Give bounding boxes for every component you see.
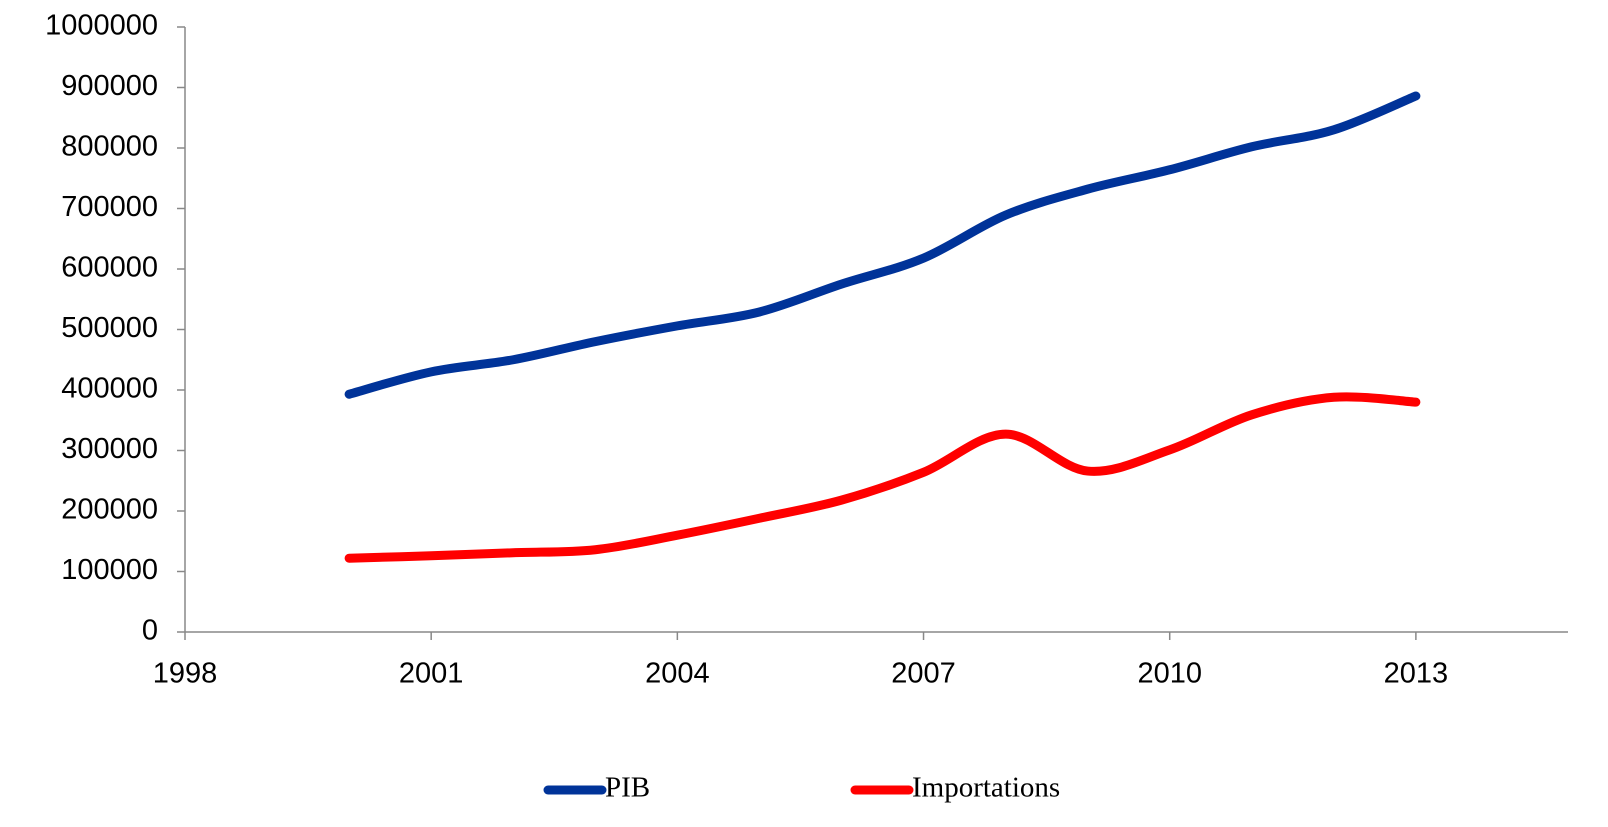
- y-tick-label: 900000: [61, 70, 158, 102]
- y-tick-label: 600000: [61, 252, 158, 284]
- x-tick-label: 2007: [891, 658, 956, 690]
- x-tick-label: 2004: [645, 658, 710, 690]
- x-tick-label: 2001: [399, 658, 464, 690]
- y-tick-label: 100000: [61, 554, 158, 586]
- y-tick-label: 400000: [61, 373, 158, 405]
- x-tick-label: 2013: [1384, 658, 1449, 690]
- y-tick-label: 800000: [61, 131, 158, 163]
- legend-label: Importations: [912, 772, 1060, 804]
- legend-label: PIB: [605, 772, 650, 804]
- x-tick-label: 2010: [1137, 658, 1202, 690]
- y-tick-label: 700000: [61, 191, 158, 223]
- y-tick-label: 300000: [61, 433, 158, 465]
- line-series: [344, 91, 1421, 399]
- y-tick-label: 200000: [61, 494, 158, 526]
- y-tick-label: 500000: [61, 312, 158, 344]
- y-tick-label: 0: [142, 615, 158, 647]
- line-series: [344, 392, 1421, 563]
- y-tick-label: 1000000: [45, 10, 158, 42]
- x-tick-label: 1998: [153, 658, 218, 690]
